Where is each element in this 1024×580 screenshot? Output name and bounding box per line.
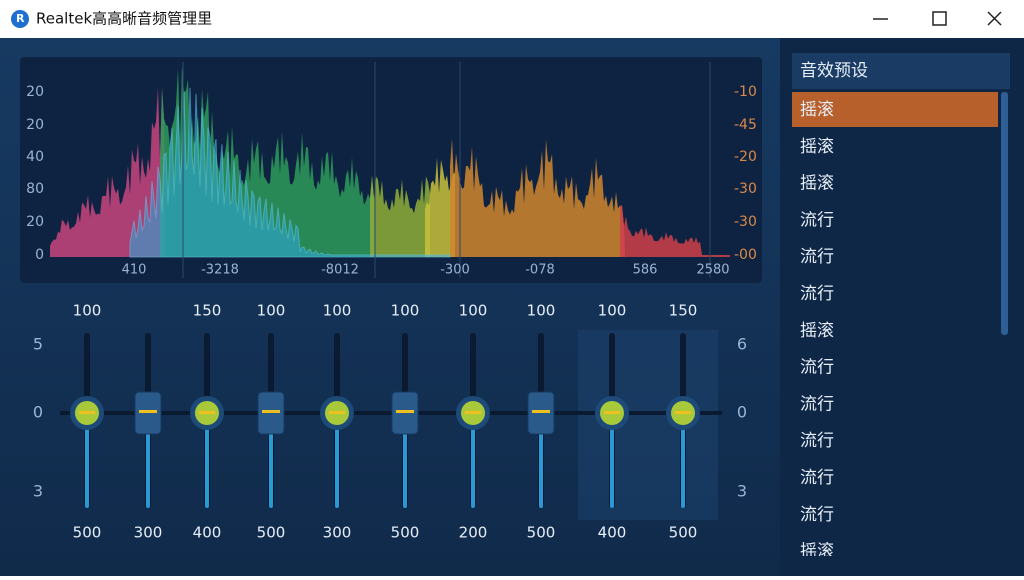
close-button[interactable]: [987, 11, 1002, 26]
band-top-label: 100: [527, 302, 556, 320]
scale-label: 5: [33, 335, 43, 354]
preset-item[interactable]: 流行: [800, 358, 834, 378]
maximize-button[interactable]: [932, 11, 947, 26]
band-bottom-label: 200: [459, 524, 488, 542]
knob-mark: [139, 410, 157, 413]
right-axis-label: -20: [734, 149, 757, 165]
slider-fill: [539, 420, 543, 508]
band-bottom-label: 500: [257, 524, 286, 542]
spectrum-area: [425, 157, 455, 257]
band-bottom-label: 500: [669, 524, 698, 542]
band-top-label: 150: [193, 302, 222, 320]
preset-item[interactable]: 摇滚: [800, 542, 834, 562]
knob-mark: [465, 411, 481, 414]
scale-label: 3: [737, 482, 747, 501]
left-axis-label: 20: [26, 214, 44, 230]
band-bottom-label: 500: [527, 524, 556, 542]
x-axis-label: -3218: [201, 263, 239, 278]
band-top-label: 100: [73, 302, 102, 320]
presets-title: 音效预设: [800, 61, 868, 81]
app-icon-letter: R: [16, 12, 25, 25]
right-axis-label: -30: [734, 181, 757, 197]
preset-item[interactable]: 流行: [800, 468, 834, 488]
preset-item[interactable]: 流行: [800, 505, 834, 525]
band-top-label: 100: [459, 302, 488, 320]
x-axis-label: -300: [440, 263, 470, 278]
preset-item[interactable]: 流行: [800, 284, 834, 304]
slider-fill: [335, 420, 339, 508]
preset-item[interactable]: 流行: [800, 394, 834, 414]
right-axis-label: -45: [734, 117, 757, 133]
x-axis-label: -078: [525, 263, 555, 278]
slider-fill: [403, 420, 407, 508]
presets-header: [792, 53, 1010, 89]
side-panel: [780, 38, 1024, 576]
scale-label: 3: [33, 482, 43, 501]
app-icon: [11, 10, 29, 28]
scrollbar[interactable]: [1001, 92, 1008, 335]
x-axis-label: 586: [633, 263, 658, 278]
slider-fill: [205, 420, 209, 508]
spectrum-area: [620, 205, 730, 257]
right-axis-label: -30: [734, 214, 757, 230]
slider-fill: [681, 420, 685, 508]
slider-fill: [146, 420, 150, 508]
band-bottom-label: 300: [323, 524, 352, 542]
slider-fill: [269, 420, 273, 508]
knob-mark: [396, 410, 414, 413]
x-axis-label: 410: [122, 263, 147, 278]
band-bottom-label: 300: [134, 524, 163, 542]
right-axis-label: -10: [734, 84, 757, 100]
preset-item[interactable]: 流行: [800, 431, 834, 451]
preset-item[interactable]: 摇滚: [800, 100, 834, 120]
left-axis-label: 80: [26, 181, 44, 197]
slider-fill: [610, 420, 614, 508]
slider-fill: [85, 420, 89, 508]
scale-label: 0: [33, 403, 43, 422]
preset-item[interactable]: 流行: [800, 247, 834, 267]
band-bottom-label: 400: [598, 524, 627, 542]
spectrum-area: [450, 138, 625, 257]
band-bottom-label: 500: [391, 524, 420, 542]
preset-item[interactable]: 摇滚: [800, 137, 834, 157]
slider-fill: [471, 420, 475, 508]
scale-label: 6: [737, 335, 747, 354]
knob-mark: [79, 411, 95, 414]
band-bottom-label: 400: [193, 524, 222, 542]
knob-mark: [329, 411, 345, 414]
knob-mark: [199, 411, 215, 414]
x-axis-label: -8012: [321, 263, 359, 278]
spectrum-overlay: [129, 87, 451, 258]
preset-item[interactable]: 摇滚: [800, 321, 834, 341]
highlight: [578, 330, 718, 520]
preset-item[interactable]: 流行: [800, 210, 834, 230]
left-axis-label: 20: [26, 117, 44, 133]
band-bottom-label: 500: [73, 524, 102, 542]
spectrum-area: [50, 86, 165, 258]
right-axis-label: -00: [734, 247, 757, 263]
band-top-label: 100: [598, 302, 627, 320]
spectrum: [50, 62, 730, 278]
scale-label: 0: [737, 403, 747, 422]
knob-mark: [675, 411, 691, 414]
title-bar: [0, 0, 1024, 38]
window-title: Realtek高高晰音频管理里: [36, 10, 212, 28]
spectrum-area: [370, 175, 430, 257]
x-axis-label: 2580: [696, 263, 729, 278]
knob-mark: [532, 410, 550, 413]
left-axis-label: 20: [26, 84, 44, 100]
knob-mark: [604, 411, 620, 414]
knob-mark: [262, 410, 280, 413]
band-top-label: 150: [669, 302, 698, 320]
preset-item-selected[interactable]: [792, 92, 998, 127]
band-top-label: 100: [257, 302, 286, 320]
left-axis-label: 0: [35, 247, 44, 263]
preset-item[interactable]: 摇滚: [800, 174, 834, 194]
left-axis-label: 40: [26, 149, 44, 165]
band-top-label: 100: [391, 302, 420, 320]
band-top-label: 100: [323, 302, 352, 320]
